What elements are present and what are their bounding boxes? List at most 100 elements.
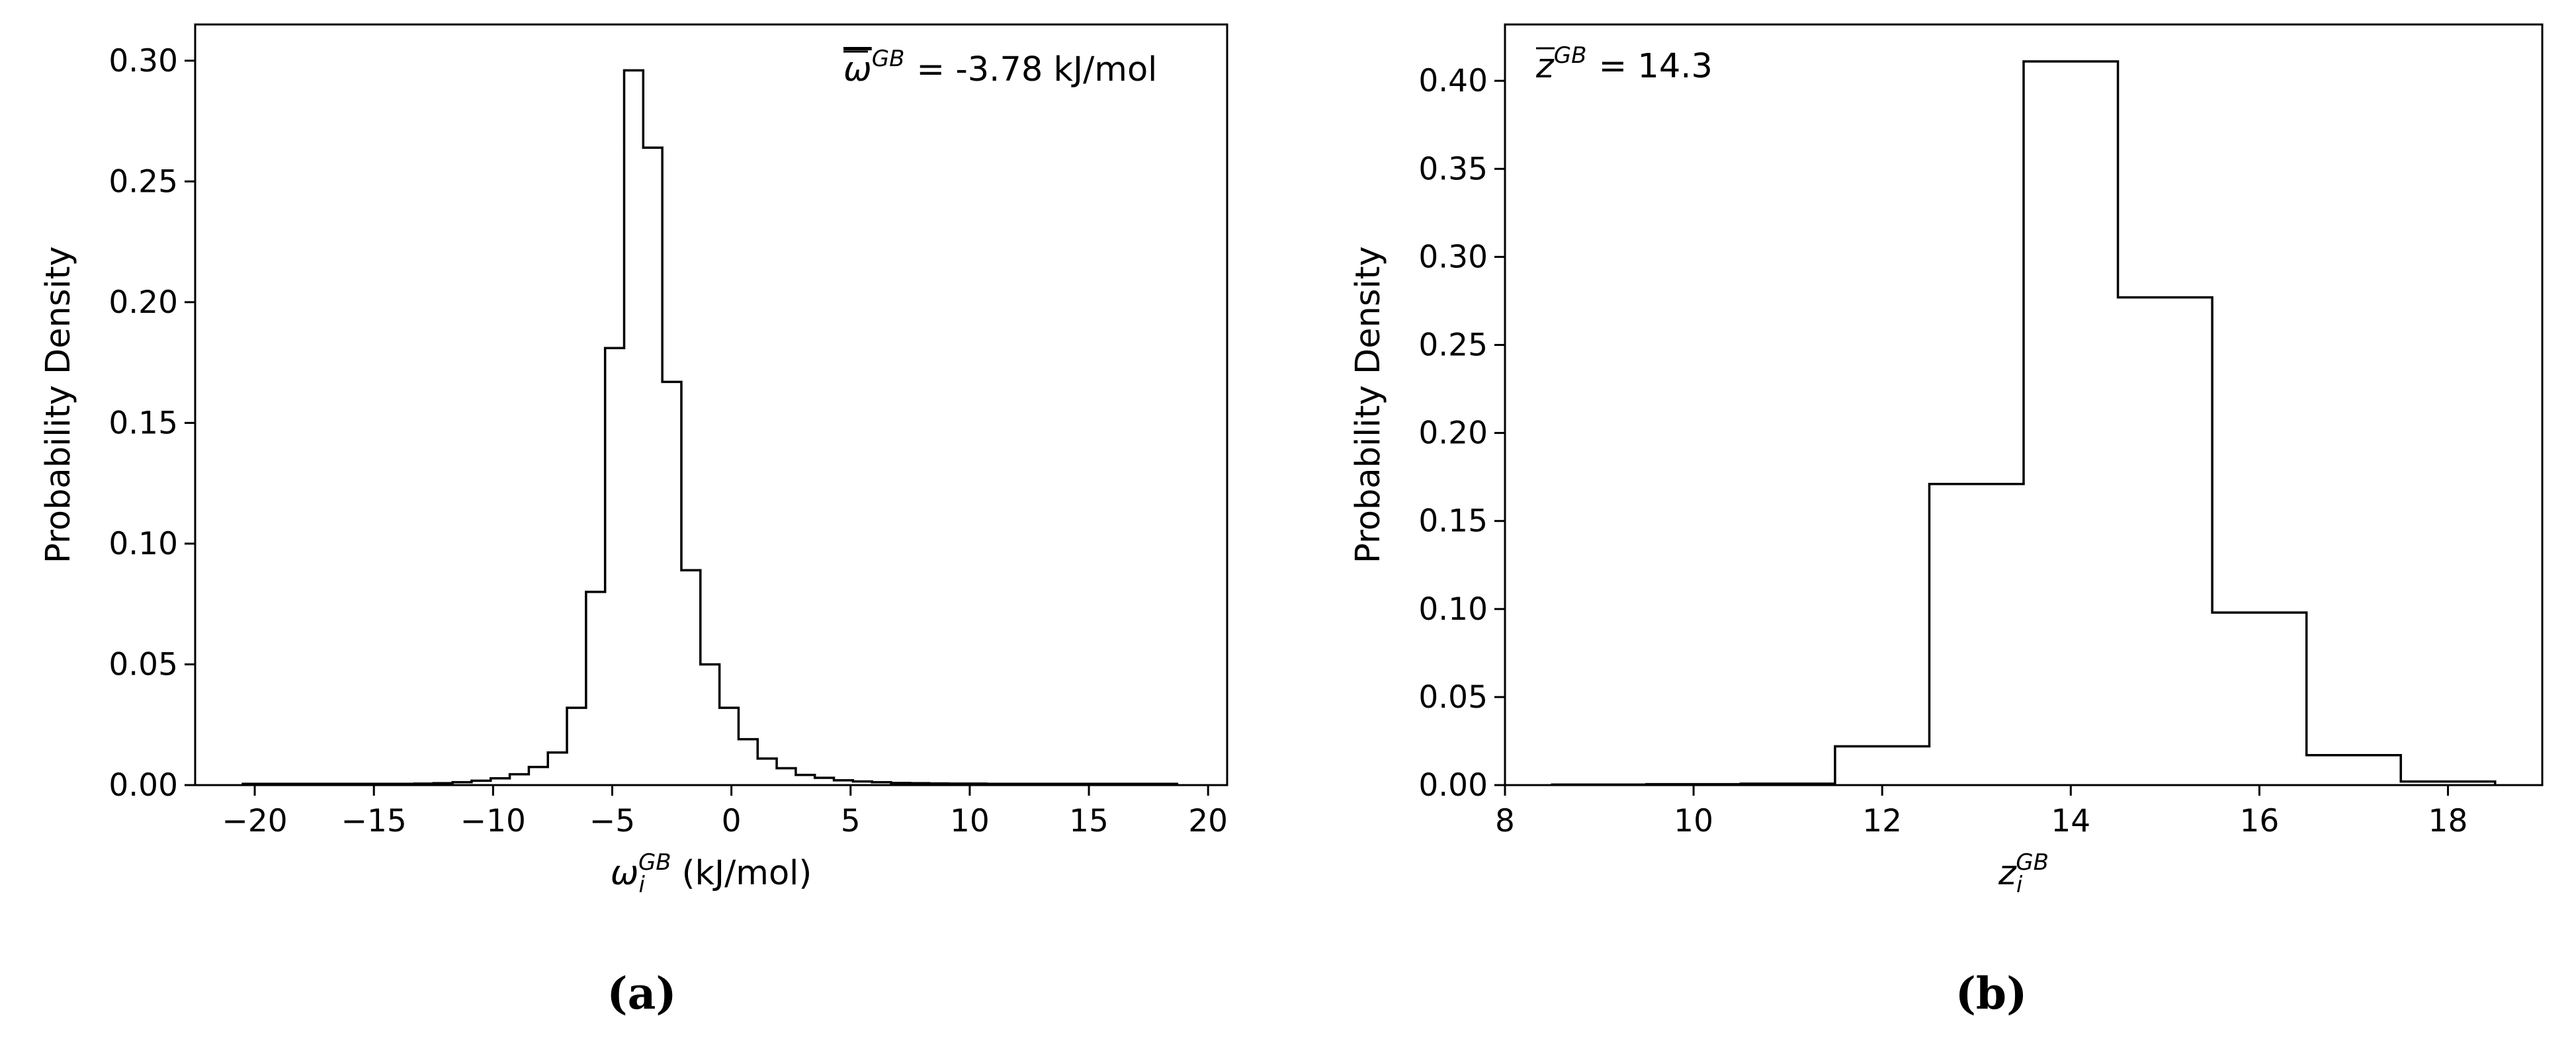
panel-a-x-axis: −20 −15 −10 −5 0 5 10 15 20: [222, 785, 1228, 839]
panel-b-bin: [2212, 612, 2307, 785]
panel-b-x-tick-label: 16: [2239, 803, 2279, 839]
panel-a-bin: [586, 592, 605, 785]
panel-a-bin: [396, 784, 415, 785]
panel-b-y-tick-label: 0.05: [1418, 679, 1488, 716]
panel-b-x-tick-label: 10: [1674, 803, 1713, 839]
panel-a-bin: [967, 784, 986, 785]
panel-b-y-tick-label: 0.15: [1418, 503, 1488, 540]
panel-b-x-subscript: i: [2016, 872, 2023, 898]
panel-b-mean-symbol: z: [1535, 47, 1555, 86]
panel-a-bin: [624, 70, 643, 785]
panel-a-bin: [491, 778, 510, 785]
panel-a-x-tick-label: −10: [460, 803, 526, 839]
panel-b-caption: (b): [1955, 968, 2028, 1019]
panel-b-bin: [1835, 746, 1930, 785]
panel-a-caption: (a): [607, 968, 676, 1019]
panel-a-bin: [472, 780, 491, 785]
panel-a-bin: [643, 147, 662, 785]
panel-a-bin: [872, 782, 891, 785]
panel-a-x-tick-label: 10: [950, 803, 990, 839]
panel-b-bin: [1647, 784, 1741, 785]
panel-a-x-unit: (kJ/mol): [682, 854, 812, 893]
panel-a-bin: [1025, 784, 1044, 785]
panel-a-x-tick-label: 20: [1188, 803, 1228, 839]
panel-a-mean-symbol: ω: [843, 50, 872, 89]
panel-a-bin: [262, 784, 281, 785]
panel-a-x-tick-label: 5: [841, 803, 861, 839]
panel-a-y-axis-label: Probability Density: [39, 246, 78, 564]
panel-a-bin: [796, 775, 815, 785]
panel-a-bin: [414, 784, 433, 785]
panel-b-y-tick-label: 0.35: [1418, 151, 1488, 187]
panel-b-mean-annotation: zGB = 14.3: [1535, 42, 1713, 86]
panel-b-mean-superscript: GB: [1554, 42, 1587, 69]
panel-a-bin: [1158, 784, 1178, 785]
panel-a-bin: [757, 759, 777, 785]
panel-a-y-tick-label: 0.30: [108, 43, 178, 79]
panel-b-x-tick-label: 18: [2428, 803, 2468, 839]
panel-a-y-tick-label: 0.05: [108, 646, 178, 683]
panel-b-x-superscript: GB: [2016, 849, 2049, 876]
panel-a-bin: [948, 784, 967, 785]
panel-a-bin: [662, 382, 681, 785]
panel-a-bin: [376, 784, 396, 785]
panel-a-bin: [815, 778, 834, 785]
panel-b-y-tick-label: 0.00: [1418, 767, 1488, 804]
panel-a-x-superscript: GB: [638, 849, 671, 876]
panel-a-mean-superscript: GB: [872, 46, 905, 72]
panel-a-y-tick-label: 0.15: [108, 405, 178, 441]
panel-a-bin: [1062, 784, 1082, 785]
panel-a-x-tick-label: −5: [589, 803, 635, 839]
panel-a-bin: [300, 784, 320, 785]
panel-a-y-tick-label: 0.25: [108, 163, 178, 200]
panel-a-bin: [1101, 784, 1120, 785]
panel-a-bin: [720, 708, 739, 785]
panel-b-bin: [1929, 484, 2024, 785]
panel-b-bin: [2401, 782, 2495, 785]
panel-a-bin: [1139, 784, 1158, 785]
panel-b-mean-value: = 14.3: [1598, 47, 1713, 86]
panel-a-bin: [891, 783, 910, 785]
panel-a-bin: [910, 783, 929, 785]
panel-a-histogram-outline: [241, 69, 1179, 785]
panel-a-bin: [243, 784, 262, 785]
panel-a-bin: [929, 783, 949, 785]
panel-b-y-tick-label: 0.20: [1418, 415, 1488, 452]
panel-b-y-axis: 0.00 0.05 0.10 0.15 0.20 0.25 0.30 0.35 0.40: [1418, 63, 1505, 804]
panel-a-mean-value: = -3.78 kJ/mol: [916, 50, 1157, 89]
panel-a-plot-frame: [194, 23, 1228, 786]
panel-b-y-tick-label: 0.30: [1418, 239, 1488, 275]
panel-a-bin: [452, 782, 472, 785]
panel-a-bins: [243, 70, 1177, 785]
panel-a-bin: [738, 739, 757, 785]
panel-a-bin: [338, 784, 357, 785]
panel-a-bin: [834, 780, 853, 785]
panel-b-x-symbol: z: [1998, 854, 2017, 893]
panel-a-chart: 0.00 0.05 0.10 0.15 0.20 0.25 0.30 −20 −15 −10 −5…: [39, 23, 1228, 1019]
panel-a-x-tick-label: −20: [222, 803, 287, 839]
panel-b-y-axis-label: Probability Density: [1349, 246, 1388, 564]
panel-b-x-tick-label: 8: [1495, 803, 1515, 839]
panel-a-bin: [510, 775, 529, 785]
panel-b-histogram-outline: [1551, 60, 2497, 786]
panel-b-y-tick-label: 0.25: [1418, 327, 1488, 363]
panel-a-x-axis-label: ωiGB (kJ/mol): [611, 849, 812, 898]
panel-a-y-tick-label: 0.20: [108, 284, 178, 321]
panel-b-x-tick-label: 14: [2051, 803, 2090, 839]
panel-b-bins: [1552, 62, 2495, 785]
panel-b-bin: [2024, 62, 2118, 785]
panel-b-x-tick-label: 12: [1862, 803, 1902, 839]
panel-b-y-tick-label: 0.40: [1418, 63, 1488, 99]
panel-a-bin: [357, 784, 376, 785]
panel-b-x-axis: 8 10 12 14 16 18: [1495, 785, 2468, 839]
panel-a-bin: [1044, 784, 1063, 785]
panel-b-bin: [1740, 784, 1835, 785]
panel-a-x-tick-label: 15: [1069, 803, 1109, 839]
panel-a-bin: [529, 767, 548, 785]
panel-a-bin: [986, 784, 1006, 785]
panel-a-bin: [1082, 784, 1101, 785]
panel-a-bin: [853, 782, 872, 785]
panel-a-bin: [319, 784, 338, 785]
panel-a-bin: [281, 784, 300, 785]
